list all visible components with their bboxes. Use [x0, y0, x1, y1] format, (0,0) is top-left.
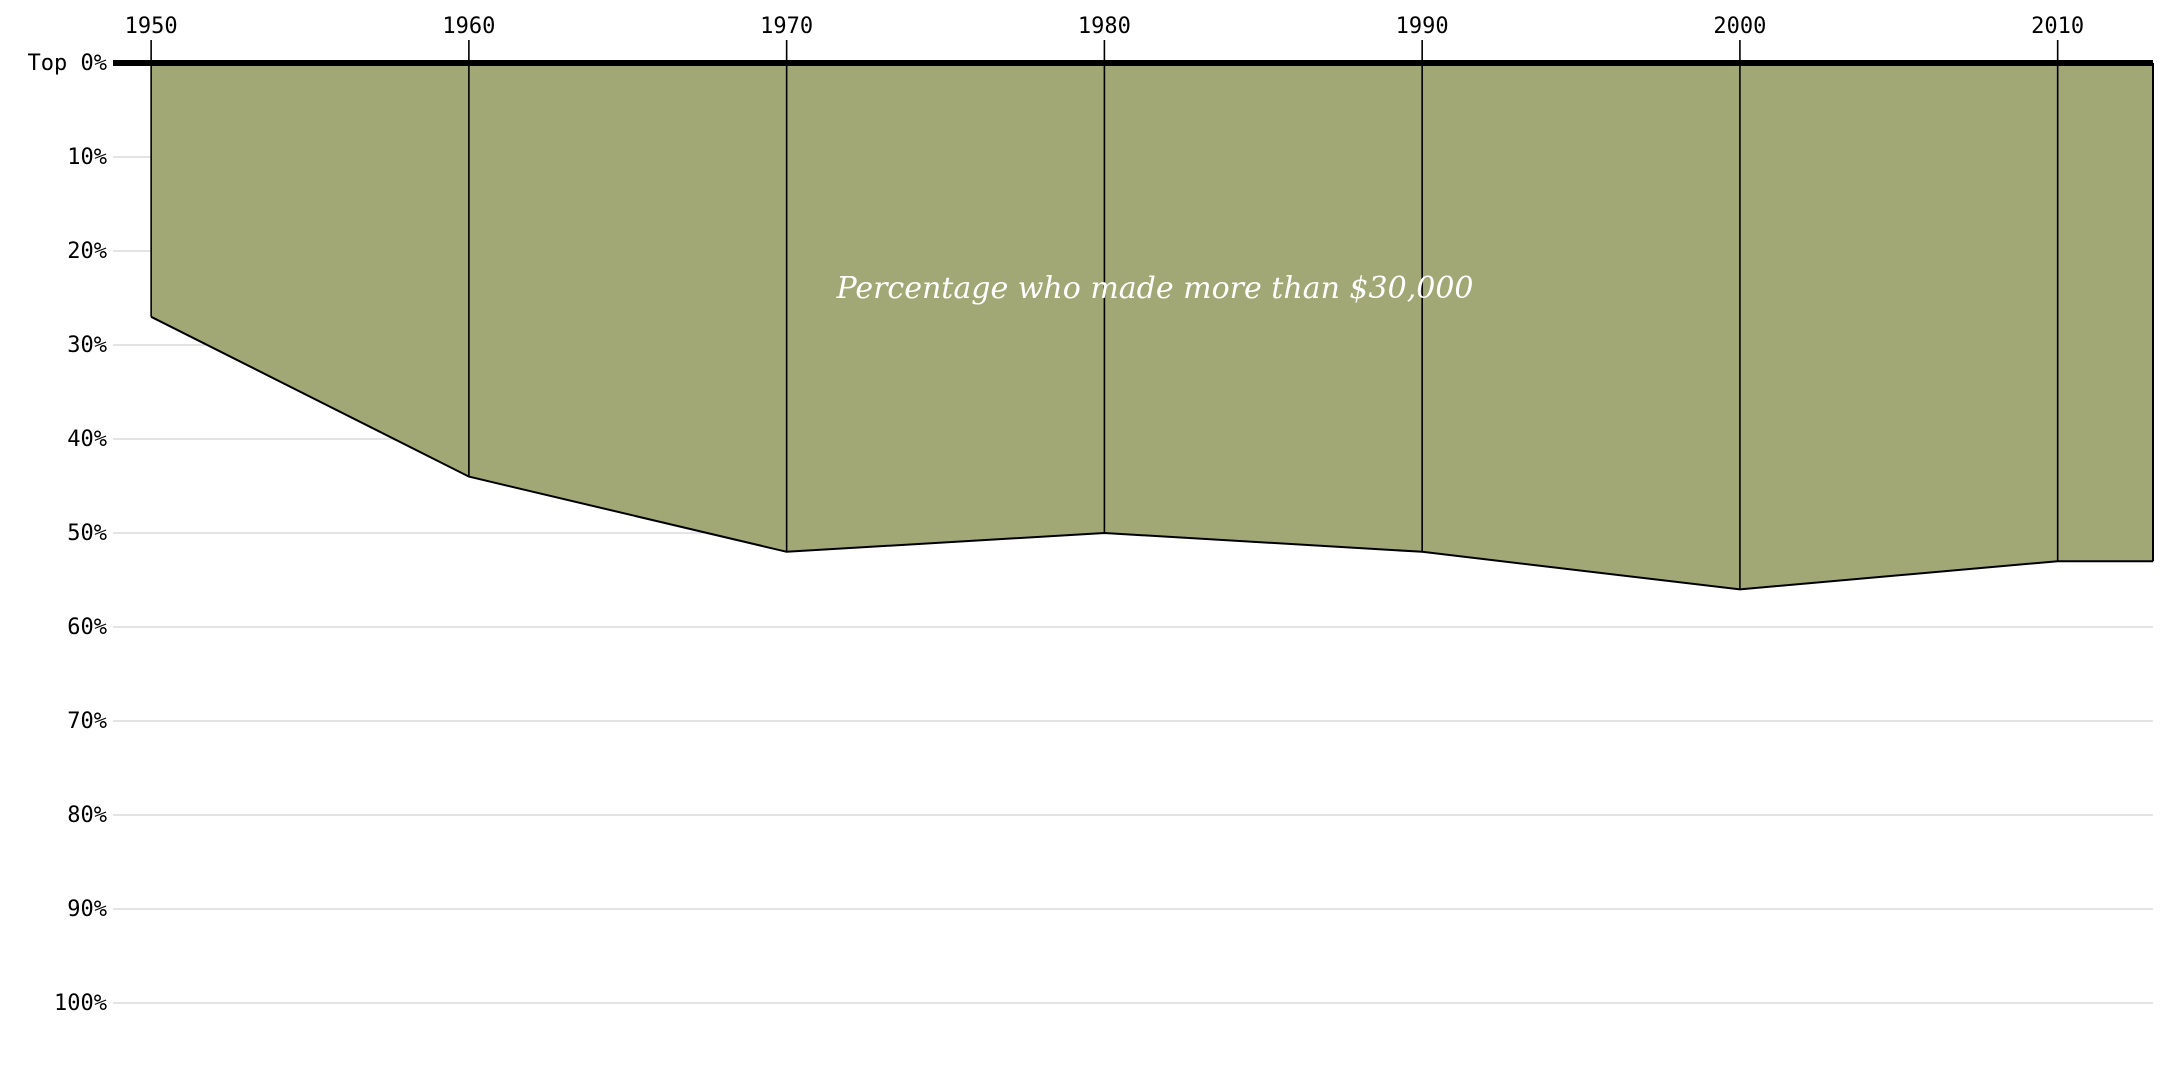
y-tick-label: 70% [67, 709, 107, 734]
area-layer [150, 63, 2154, 591]
year-lines [113, 40, 2153, 590]
y-tick-label: 100% [54, 991, 107, 1016]
x-axis-labels: 1950 1960 1970 1980 1990 2000 2010 [125, 14, 2085, 39]
x-tick-label: 1970 [760, 14, 813, 39]
y-tick-label: 10% [67, 145, 107, 170]
area-boundary-line [150, 315, 2153, 591]
x-tick-label: 2000 [1713, 14, 1766, 39]
y-tick-label: 20% [67, 239, 107, 264]
x-tick-label: 1950 [125, 14, 178, 39]
y-tick-label: 60% [67, 615, 107, 640]
y-tick-label: 40% [67, 427, 107, 452]
x-tick-label: 1990 [1396, 14, 1449, 39]
y-tick-label: 90% [67, 897, 107, 922]
area-fill [151, 63, 2153, 590]
x-tick-label: 1980 [1078, 14, 1131, 39]
x-tick-label: 1960 [442, 14, 495, 39]
x-tick-label: 2010 [2031, 14, 2084, 39]
y-tick-label: 80% [67, 803, 107, 828]
y-tick-label: Top 0% [28, 51, 107, 76]
y-tick-label: 30% [67, 333, 107, 358]
area-annotation: Percentage who made more than $30,000 [836, 271, 1474, 306]
y-tick-label: 50% [67, 521, 107, 546]
y-axis-labels: Top 0% 10% 20% 30% 40% 50% 60% 70% 80% 90% 100% [28, 51, 107, 1016]
